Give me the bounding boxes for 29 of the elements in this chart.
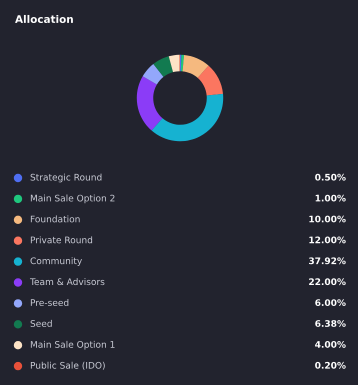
- donut-slice: [180, 54, 184, 72]
- donut-slice: [152, 94, 224, 142]
- donut-slice: [198, 66, 224, 96]
- data-label: 1.00%: [316, 194, 346, 202]
- data-label: 6.00%: [315, 299, 346, 306]
- data-label: 12.00%: [309, 236, 346, 244]
- donut-slice: [182, 54, 209, 78]
- legend-label: Pre-seed: [30, 299, 68, 306]
- legend-label: Foundation: [30, 215, 80, 222]
- legend-label: Main Sale Option 1: [30, 340, 115, 350]
- data-label: 10.00%: [309, 216, 346, 222]
- data-label: 0.50%: [315, 174, 346, 181]
- data-label: 0.20%: [315, 362, 346, 369]
- chart-title: Allocation: [15, 14, 73, 24]
- data-label: 4.00%: [315, 340, 346, 348]
- legend-label: Public Sale (IDO): [30, 362, 105, 370]
- legend-label: Strategic Round: [30, 174, 102, 182]
- donut-slice: [168, 54, 180, 72]
- data-label: 37.92%: [309, 257, 346, 264]
- data-label: 6.38%: [315, 320, 346, 327]
- legend-label: Main Sale Option 2: [30, 194, 114, 204]
- donut-slice: [136, 76, 162, 131]
- legend-label: Team & Advisors: [30, 278, 104, 286]
- legend-label: Private Round: [30, 236, 92, 244]
- legend-label: Community: [30, 257, 82, 266]
- data-label: 22.00%: [309, 278, 346, 286]
- legend-label: Seed: [30, 320, 52, 327]
- donut-slice: [153, 56, 174, 77]
- donut-slice: [142, 64, 164, 84]
